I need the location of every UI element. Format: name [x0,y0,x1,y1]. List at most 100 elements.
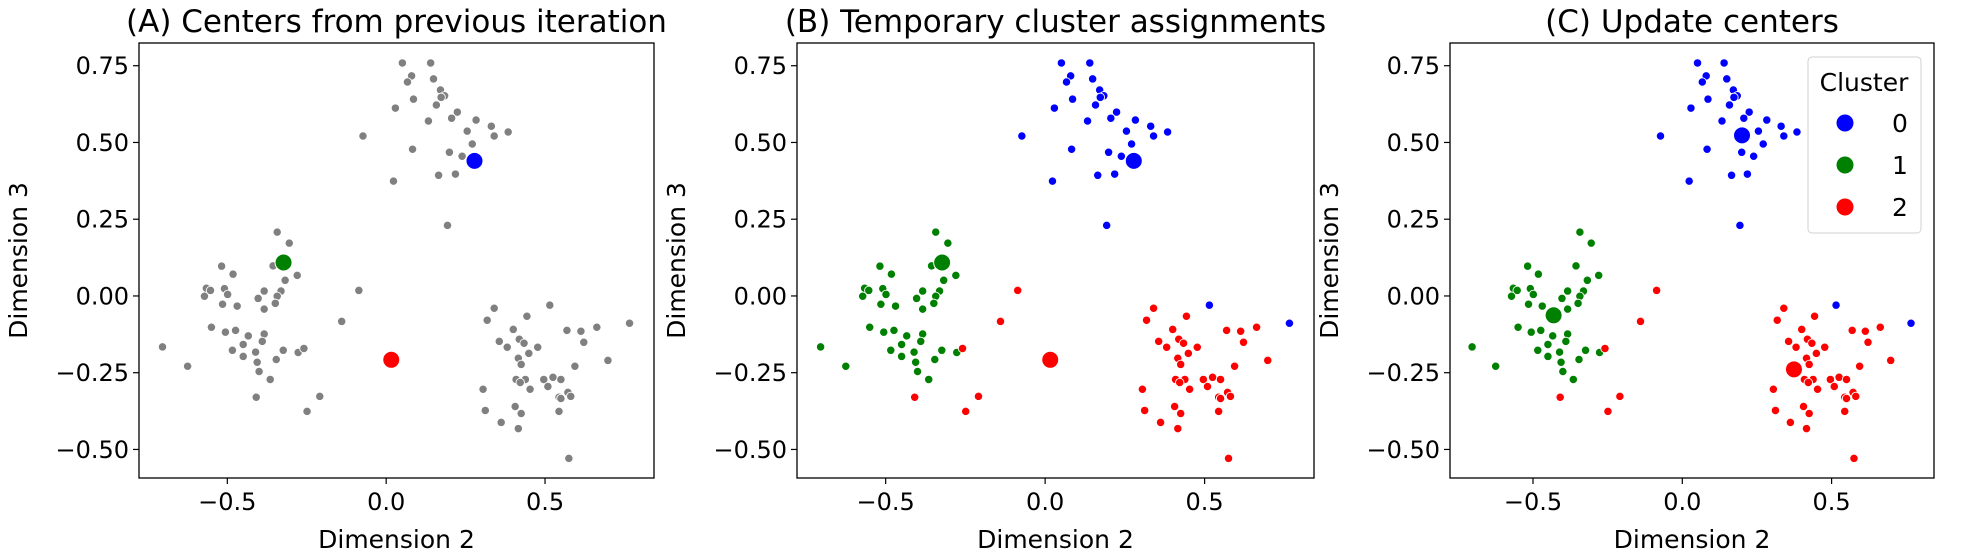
data-point [243,331,253,341]
data-point [1768,384,1779,394]
y-axis-label: Dimension 3 [1315,182,1344,339]
data-point [1178,338,1189,348]
data-point [1779,303,1789,313]
data-point [1162,127,1173,137]
data-point [1906,318,1916,328]
data-point [503,127,513,137]
data-point [1724,100,1735,110]
cluster-center-0 [465,151,484,170]
data-point [1804,408,1814,419]
data-point [1215,374,1226,385]
y-tick-label: 0.25 [76,206,129,234]
data-point [909,347,919,357]
x-axis-label: Dimension 2 [1614,525,1771,554]
x-tick-label: 0.0 [1663,488,1701,516]
data-point [1702,144,1712,154]
data-point [1126,139,1137,149]
y-axis-label: Dimension 3 [662,182,691,339]
data-point [1580,345,1591,355]
data-point [1851,391,1861,401]
y-tick-label: 0.50 [734,129,787,157]
data-point [1829,381,1839,392]
data-point [402,77,413,87]
data-point [1571,261,1581,271]
x-tick-label: 0.5 [1813,488,1851,516]
data-point [259,304,269,314]
data-point [478,384,488,394]
data-point [1803,377,1813,388]
data-point [995,316,1006,327]
data-point [515,377,525,388]
data-point [576,326,586,336]
data-point [524,348,534,359]
y-tick-label: 0.25 [1387,206,1440,234]
data-point [875,261,885,271]
y-tick-label: 0.25 [734,206,787,234]
data-point [865,322,875,332]
data-point [1204,300,1215,310]
cluster-center-0 [1124,151,1143,170]
data-point [1215,393,1226,404]
legend-label: 2 [1892,193,1908,222]
data-point [480,405,490,416]
x-axis-label: Dimension 2 [977,525,1134,554]
data-point [1575,227,1585,237]
data-point [1831,300,1841,310]
data-point [302,406,312,417]
data-point [1184,384,1195,394]
data-point [973,391,984,401]
data-point [1162,342,1172,352]
data-point [1863,337,1873,347]
y-tick-label: 0.75 [76,52,129,80]
data-point [1820,342,1830,352]
data-point [570,361,580,371]
data-point [603,355,613,366]
data-point [889,325,899,335]
legend-label: 1 [1892,151,1908,180]
data-point [510,401,520,412]
data-point [890,301,901,311]
data-point [1506,291,1517,301]
data-point [1562,304,1573,314]
data-point [1137,384,1148,394]
data-point [522,311,532,321]
data-point [486,121,496,131]
data-point [1841,393,1852,404]
data-point [1548,331,1558,341]
data-point [436,92,446,102]
data-point [896,339,907,350]
data-point [516,359,526,370]
data-point [886,345,896,355]
data-point [1082,116,1093,126]
data-point [556,374,566,385]
data-point [929,298,939,308]
data-point [918,286,928,296]
data-point [1139,405,1150,416]
data-point [910,357,921,367]
data-point [280,275,290,285]
data-point [1735,220,1745,231]
data-point [482,315,492,325]
data-point [1017,131,1027,141]
data-point [1173,423,1183,434]
cluster-center-0 [1733,126,1752,145]
data-point [1554,347,1565,357]
data-point [452,107,462,117]
data-point [397,58,408,68]
data-point [426,58,436,68]
data-point [1111,107,1122,117]
data-point [1574,354,1584,365]
data-point [1600,343,1610,354]
data-point [1726,170,1737,180]
data-point [1148,131,1159,141]
x-axis-label: Dimension 2 [318,525,475,554]
data-point [1284,318,1295,328]
data-point [916,336,926,347]
cluster-center-1 [933,253,952,272]
data-point [271,354,281,365]
data-point [1739,113,1749,123]
data-point [1558,366,1568,377]
data-point [1758,139,1768,149]
data-point [545,300,555,310]
data-point [1088,74,1098,84]
